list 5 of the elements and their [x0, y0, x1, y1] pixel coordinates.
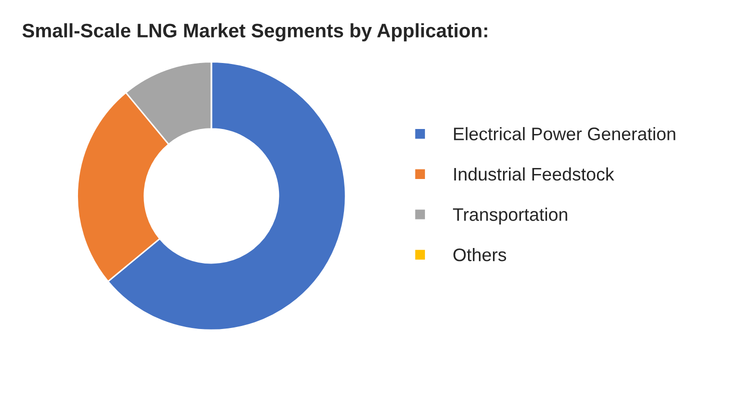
- legend-label: Industrial Feedstock: [454, 167, 614, 181]
- chart-title: Small-Scale LNG Market Segments by Application:: [22, 23, 488, 42]
- legend-label: Electrical Power Generation: [454, 127, 676, 140]
- legend-label: Others: [453, 248, 506, 262]
- legend-label: Transportation: [452, 208, 568, 225]
